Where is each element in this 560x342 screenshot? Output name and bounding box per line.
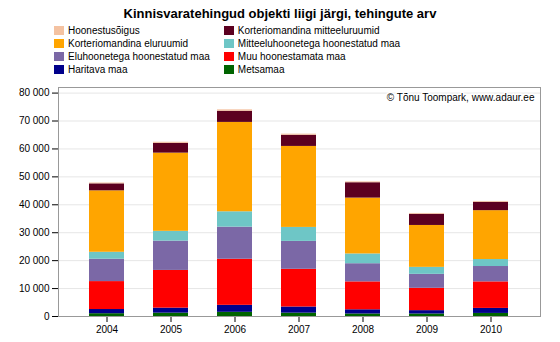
html-text:Metsamaa: Metsamaa	[237, 64, 285, 75]
html-text:Korteriomandina eluruumid: Korteriomandina eluruumid	[68, 38, 189, 49]
html-text:Eluhoonetega hoonestatud maa: Eluhoonetega hoonestatud maa	[68, 51, 210, 62]
svg-text:70 000: 70 000	[19, 115, 50, 126]
svg-text:40 000: 40 000	[19, 199, 50, 210]
html-text:Kinnisvaratehingud objekti lii: Kinnisvaratehingud objekti liigi järgi, …	[123, 6, 437, 21]
svg-text:2007: 2007	[288, 324, 311, 335]
html-text:Mitteeluhoonetega hoonestatud: Mitteeluhoonetega hoonestatud maa	[237, 38, 401, 49]
html-text:Muu hoonestamata maa: Muu hoonestamata maa	[237, 51, 346, 62]
svg-text:2008: 2008	[352, 324, 375, 335]
svg-text:50 000: 50 000	[19, 171, 50, 182]
svg-text:0: 0	[44, 311, 50, 322]
svg-text:2009: 2009	[416, 324, 439, 335]
svg-text:2010: 2010	[480, 324, 503, 335]
html-text:Haritava maa: Haritava maa	[68, 64, 128, 75]
svg-text:© Tõnu Toompark, www.adaur.ee: © Tõnu Toompark, www.adaur.ee	[387, 92, 535, 103]
svg-text:60 000: 60 000	[19, 143, 50, 154]
svg-text:2004: 2004	[96, 324, 119, 335]
svg-text:2006: 2006	[224, 324, 247, 335]
svg-text:20 000: 20 000	[19, 255, 50, 266]
svg-text:2005: 2005	[160, 324, 183, 335]
html-text:Korteriomandina mitteeluruumid: Korteriomandina mitteeluruumid	[237, 25, 380, 36]
html-text:Hoonestusõigus: Hoonestusõigus	[68, 25, 140, 36]
svg-text:80 000: 80 000	[19, 87, 50, 98]
svg-text:30 000: 30 000	[19, 227, 50, 238]
svg-text:10 000: 10 000	[19, 283, 50, 294]
